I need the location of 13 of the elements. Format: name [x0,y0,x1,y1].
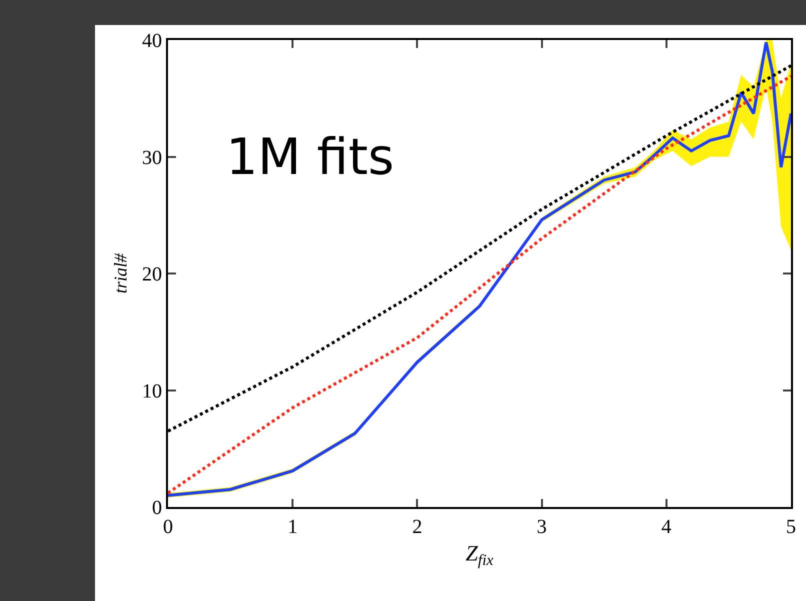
annotation: 1M fits [226,128,394,186]
y-tick-label: 40 [142,30,162,52]
x-tick-label: 2 [412,516,422,538]
y-tick-label: 10 [142,380,162,402]
y-axis-title: trial# [110,252,131,294]
y-tick-label: 30 [142,146,162,169]
x-tick-label: 3 [536,516,547,538]
x-tick-label: 5 [786,516,796,538]
x-axis-title: Z$_{fix}$ [466,540,494,570]
x-tick-label: 1 [288,516,298,538]
y-tick-label: 0 [152,497,162,519]
x-tick-label: 4 [661,516,672,538]
y-tick-label: 20 [142,264,162,286]
